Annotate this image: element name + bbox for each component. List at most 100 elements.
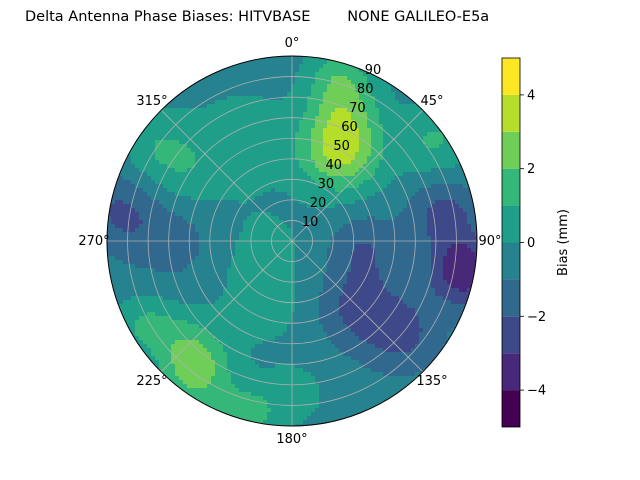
field-cell — [255, 200, 260, 205]
field-cell — [187, 288, 192, 293]
field-cell — [239, 216, 244, 221]
field-cell — [467, 220, 472, 225]
field-cell — [263, 164, 268, 169]
field-cell — [379, 168, 384, 173]
field-cell — [263, 300, 268, 305]
field-cell — [223, 284, 228, 289]
field-cell — [271, 260, 276, 265]
field-cell — [227, 184, 232, 189]
field-cell — [399, 140, 404, 145]
field-cell — [411, 256, 416, 261]
field-cell — [347, 300, 352, 305]
field-cell — [267, 72, 272, 77]
field-cell — [143, 292, 148, 297]
field-cell — [235, 284, 240, 289]
field-cell — [195, 268, 200, 273]
field-cell — [467, 224, 472, 229]
field-cell — [247, 208, 252, 213]
field-cell — [187, 88, 192, 93]
field-cell — [227, 280, 232, 285]
field-cell — [319, 152, 324, 157]
field-cell — [379, 204, 384, 209]
field-cell — [347, 96, 352, 101]
field-cell — [131, 152, 136, 157]
field-cell — [167, 232, 172, 237]
field-cell — [283, 276, 288, 281]
field-cell — [411, 204, 416, 209]
field-cell — [147, 284, 152, 289]
field-cell — [359, 212, 364, 217]
field-cell — [455, 260, 460, 265]
field-cell — [287, 60, 292, 65]
field-cell — [135, 284, 140, 289]
field-cell — [175, 204, 180, 209]
field-cell — [171, 160, 176, 165]
field-cell — [207, 188, 212, 193]
field-cell — [355, 84, 360, 89]
field-cell — [187, 228, 192, 233]
field-cell — [303, 104, 308, 109]
field-cell — [391, 152, 396, 157]
field-cell — [227, 132, 232, 137]
field-cell — [343, 132, 348, 137]
field-cell — [339, 160, 344, 165]
field-cell — [327, 228, 332, 233]
field-cell — [335, 152, 340, 157]
field-cell — [243, 80, 248, 85]
field-cell — [147, 128, 152, 133]
field-cell — [339, 296, 344, 301]
field-cell — [379, 176, 384, 181]
field-cell — [179, 224, 184, 229]
field-cell — [251, 188, 256, 193]
field-cell — [247, 236, 252, 241]
field-cell — [395, 104, 400, 109]
field-cell — [115, 252, 120, 257]
field-cell — [275, 60, 280, 65]
field-cell — [295, 216, 300, 221]
field-cell — [135, 148, 140, 153]
field-cell — [195, 180, 200, 185]
field-cell — [231, 232, 236, 237]
field-cell — [367, 220, 372, 225]
field-cell — [223, 168, 228, 173]
field-cell — [263, 140, 268, 145]
field-cell — [327, 208, 332, 213]
field-cell — [235, 248, 240, 253]
field-cell — [219, 296, 224, 301]
field-cell — [347, 200, 352, 205]
field-cell — [191, 180, 196, 185]
field-cell — [455, 160, 460, 165]
field-cell — [463, 176, 468, 181]
field-cell — [307, 88, 312, 93]
field-cell — [351, 176, 356, 181]
field-cell — [467, 200, 472, 205]
field-cell — [195, 176, 200, 181]
field-cell — [423, 276, 428, 281]
field-cell — [319, 196, 324, 201]
field-cell — [279, 120, 284, 125]
field-cell — [407, 268, 412, 273]
field-cell — [227, 284, 232, 289]
field-cell — [443, 268, 448, 273]
field-cell — [459, 292, 464, 297]
field-cell — [267, 200, 272, 205]
field-cell — [275, 164, 280, 169]
field-cell — [355, 124, 360, 129]
field-cell — [307, 140, 312, 145]
field-cell — [323, 236, 328, 241]
field-cell — [319, 296, 324, 301]
field-cell — [175, 156, 180, 161]
field-cell — [351, 220, 356, 225]
field-cell — [235, 272, 240, 277]
field-cell — [303, 208, 308, 213]
field-cell — [259, 152, 264, 157]
field-cell — [267, 180, 272, 185]
field-cell — [239, 132, 244, 137]
field-cell — [331, 212, 336, 217]
field-cell — [131, 288, 136, 293]
field-cell — [307, 284, 312, 289]
field-cell — [223, 156, 228, 161]
field-cell — [167, 212, 172, 217]
field-cell — [259, 284, 264, 289]
